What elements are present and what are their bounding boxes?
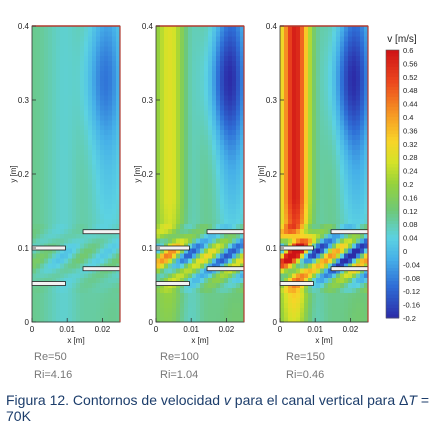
panel-1-fin — [31, 281, 66, 286]
colorbar-tick-label: 0.56 — [403, 59, 418, 68]
colorbar-tick-label: 0.48 — [403, 86, 418, 95]
colorbar-title: v [m/s] — [387, 34, 417, 45]
panel-1-fin — [82, 229, 121, 235]
panel-1-fin — [82, 266, 121, 272]
colorbar-tick-label: 0.32 — [403, 140, 418, 149]
colorbar-tick-label: 0 — [403, 247, 407, 256]
colorbar-tick-label: 0.52 — [403, 73, 418, 82]
panel-1-re-label: Re=50 — [34, 351, 67, 363]
y-tick-label: 0.3 — [142, 96, 154, 105]
panel-3-fin — [279, 245, 314, 251]
y-tick-label: 0.2 — [142, 170, 154, 179]
y-tick-label: 0.1 — [142, 244, 154, 253]
caption-prefix: Figura 12. Contornos de velocidad — [6, 392, 224, 408]
colorbar-tick-label: -0.12 — [403, 287, 420, 296]
x-tick-label: 0 — [154, 325, 159, 334]
colorbar-frame — [385, 49, 400, 319]
colorbar-tick-label: -0.04 — [403, 260, 420, 269]
x-tick-label: 0 — [30, 325, 35, 334]
caption-variable-2: T — [408, 392, 417, 408]
panel-1-ri-label: Ri=4.16 — [34, 369, 73, 381]
x-tick-label: 0.01 — [183, 325, 199, 334]
panel-2-fin — [206, 266, 245, 272]
colorbar-tick-label: -0.16 — [403, 301, 420, 310]
colorbar-tick-label: -0.2 — [403, 314, 416, 323]
y-tick-label: 0.3 — [266, 96, 278, 105]
colorbar-tick-label: -0.08 — [403, 274, 420, 283]
x-tick-label: 0 — [278, 325, 283, 334]
x-tick-label: 0.01 — [59, 325, 75, 334]
panel-2-fin — [206, 229, 245, 235]
panel-2: 0 0.1 0.2 0.3 0.4 0 0.01 0.02 x [m] y [m] — [133, 22, 245, 345]
x-tick-label: 0.02 — [95, 325, 111, 334]
caption-variable: v — [223, 392, 231, 408]
figure-caption: Figura 12. Contornos de velocidad v para… — [6, 392, 434, 424]
colorbar-tick-label: 0.44 — [403, 100, 418, 109]
caption-middle: para el canal vertical para Δ — [230, 392, 409, 408]
colorbar: 0.6 0.56 0.52 0.48 0.44 0.4 0.36 0.32 0.28 0.24 0.… — [385, 34, 420, 323]
panel-2-fin — [155, 281, 190, 286]
colorbar-tick-label: 0.24 — [403, 167, 418, 176]
colorbar-tick-label: 0.2 — [403, 180, 413, 189]
y-axis-label: y [m] — [257, 165, 266, 182]
y-tick-label: 0.1 — [18, 244, 30, 253]
panel-2-ri-label: Ri=1.04 — [160, 369, 199, 381]
panel-3-fin — [330, 229, 369, 235]
y-axis-label: y [m] — [133, 165, 142, 182]
y-tick-label: 0.3 — [18, 96, 30, 105]
y-tick-label: 0.2 — [18, 170, 30, 179]
colorbar-scale — [386, 50, 399, 319]
y-tick-label: 0.1 — [266, 244, 278, 253]
panel-3-fin — [279, 281, 314, 286]
panel-1-fin — [31, 245, 66, 251]
colorbar-tick-label: 0.08 — [403, 220, 418, 229]
colorbar-tick-label: 0.36 — [403, 126, 418, 135]
y-tick-label: 0.2 — [266, 170, 278, 179]
y-tick-label: 0 — [273, 318, 278, 327]
y-tick-label: 0 — [25, 318, 30, 327]
x-axis-label: x [m] — [67, 336, 84, 345]
y-axis-label: y [m] — [9, 165, 18, 182]
panel-2-fin — [155, 245, 190, 251]
colorbar-tick-label: 0.28 — [403, 153, 418, 162]
panel-1-contour — [32, 26, 121, 323]
x-tick-label: 0.02 — [343, 325, 359, 334]
y-tick-label: 0 — [149, 318, 154, 327]
velocity-contour-figure: 00.10.20.30.40 0.01 0.02x [m]y [m]00.10.20… — [9, 22, 420, 345]
colorbar-tick-label: 0.4 — [403, 113, 413, 122]
panel-3-contour — [280, 26, 369, 323]
panel-2-contour — [156, 26, 245, 323]
colorbar-tick-label: 0.16 — [403, 193, 418, 202]
panel-3-fin — [330, 266, 369, 272]
panel-1: 0 0.1 0.2 0.3 0.4 0 0.01 0.02 x [m] y [m] — [9, 22, 121, 345]
x-tick-label: 0.02 — [219, 325, 235, 334]
colorbar-tick-label: 0.6 — [403, 46, 413, 55]
colorbar-tick-label: 0.12 — [403, 207, 418, 216]
panel-3: 0 0.1 0.2 0.3 0.4 0 0.01 0.02 x [m] y [m] — [257, 22, 369, 345]
x-axis-label: x [m] — [191, 336, 208, 345]
panel-3-ri-label: Ri=0.46 — [286, 369, 325, 381]
panel-3-re-label: Re=150 — [286, 351, 325, 363]
panel-2-re-label: Re=100 — [160, 351, 199, 363]
x-tick-label: 0.01 — [307, 325, 323, 334]
y-tick-label: 0.4 — [18, 22, 30, 31]
caption-suffix: = 70K — [6, 392, 430, 424]
x-axis-label: x [m] — [315, 336, 332, 345]
colorbar-tick-label: 0.04 — [403, 234, 418, 243]
y-tick-label: 0.4 — [142, 22, 154, 31]
y-tick-label: 0.4 — [266, 22, 278, 31]
